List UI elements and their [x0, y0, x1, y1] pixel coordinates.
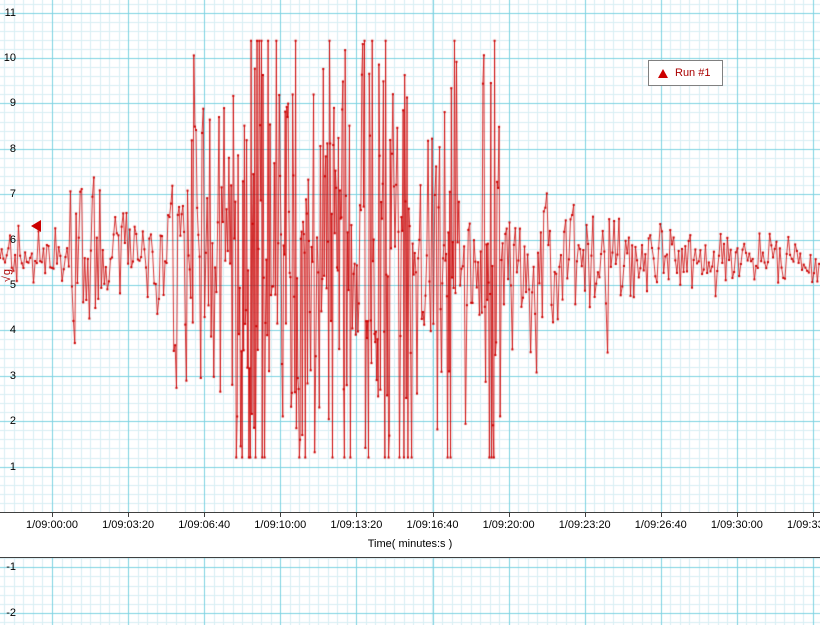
y-tick-label: 7 — [9, 188, 16, 201]
y-tick-label: 3 — [9, 369, 16, 382]
x-tick-label: 1/09:00:00 — [26, 519, 78, 531]
x-tick-mark — [585, 513, 586, 517]
x-tick-mark — [204, 513, 205, 517]
y-axis-pointer-icon — [31, 219, 41, 232]
y-tick-label: 1 — [9, 460, 16, 473]
y-tick-label: 9 — [9, 97, 16, 110]
y-tick-label: 4 — [9, 324, 16, 337]
x-tick-mark — [280, 513, 281, 517]
y-tick-label: 11 — [4, 6, 16, 19]
x-tick-mark — [52, 513, 53, 517]
x-tick-mark — [813, 513, 814, 517]
x-tick-label: 1/09:26:40 — [634, 519, 687, 531]
series-marker-icon — [658, 68, 668, 78]
y-axis-title: √g — [1, 268, 13, 283]
y-tick-label: 10 — [3, 52, 16, 64]
x-tick-label: 1/09:06:40 — [178, 519, 231, 531]
x-tick-label: 1/09:20:00 — [482, 519, 535, 531]
x-tick-mark — [356, 513, 357, 517]
x-tick-label: 1/09:13:20 — [330, 519, 383, 531]
x-axis-title: Time( minutes:s ) — [367, 538, 453, 550]
y-tick-label: 2 — [9, 415, 16, 428]
x-tick-label: 1/09:10:00 — [254, 519, 307, 531]
x-tick-mark — [509, 513, 510, 517]
x-tick-mark — [737, 513, 738, 517]
x-tick-label: 1/09:33:20 — [787, 519, 820, 531]
x-tick-label: 1/09:23:20 — [558, 519, 611, 531]
x-tick-label: 1/09:03:20 — [102, 519, 155, 531]
y-tick-label: 6 — [9, 233, 16, 246]
x-tick-mark — [661, 513, 662, 517]
x-tick-mark — [128, 513, 129, 517]
y-tick-label: -2 — [6, 606, 16, 619]
x-axis-band: 1/09:00:00 1/09:03:20 1/09:06:40 1/09:10:00… — [0, 512, 820, 558]
x-tick-label: 1/09:30:00 — [710, 519, 763, 531]
legend: Run #1 — [648, 60, 724, 86]
legend-series-label: Run #1 — [675, 67, 711, 79]
y-tick-label: -1 — [6, 561, 16, 574]
y-tick-label: 8 — [9, 142, 16, 155]
x-tick-mark — [433, 513, 434, 517]
x-tick-label: 1/09:16:40 — [406, 519, 459, 531]
y-tick-label: 5 — [9, 279, 16, 291]
